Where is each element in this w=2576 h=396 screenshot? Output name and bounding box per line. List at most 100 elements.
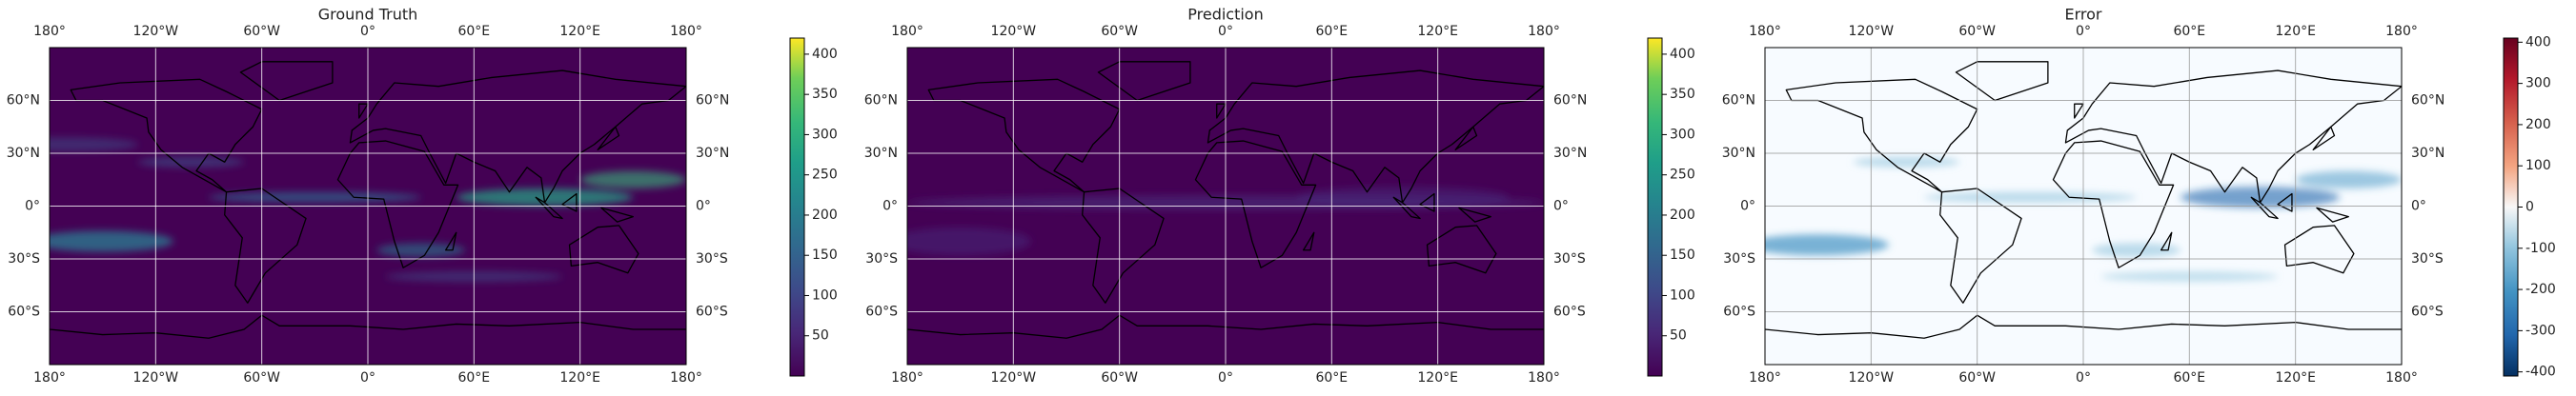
colorbar-tick-label: 300 [812, 127, 838, 142]
lon-label-top: 60°W [1101, 24, 1138, 39]
lat-label-right: 60°N [696, 93, 729, 109]
lat-label-right: 60°N [2411, 93, 2444, 109]
lon-label-bottom: 60°E [2173, 370, 2205, 386]
lat-label-right: 60°N [1553, 93, 1587, 109]
lat-label-left: 60°S [865, 305, 898, 320]
lon-label-bottom: 60°E [1315, 370, 1348, 386]
lon-label-bottom: 180° [2385, 370, 2418, 386]
lon-label-top: 120°W [991, 24, 1037, 39]
lon-label-top: 180° [2385, 24, 2418, 39]
colorbar-tick-label: 150 [1670, 248, 1695, 263]
lon-label-top: 120°W [133, 24, 179, 39]
field-feature [456, 188, 634, 207]
lon-label-bottom: 60°E [457, 370, 490, 386]
lon-label-bottom: 120°E [559, 370, 600, 386]
map-panel: 180° 180° 120°W 120°W 60°W 60°W 0° 0° 60°E 60°E 12… [1722, 24, 2445, 386]
lat-label-left: 30°S [8, 251, 40, 267]
colorbar-tick-label: 300 [2525, 76, 2551, 91]
map-panel: 180° 180° 120°W 120°W 60°W 60°W 0° 0° 60°E 60°E 12… [7, 24, 730, 386]
colorbar-tick-label: 400 [1670, 47, 1695, 62]
colorbar-tick-label: 100 [812, 287, 838, 303]
lon-label-bottom: 120°W [1849, 370, 1895, 386]
colorbar-tick-label: 50 [1670, 328, 1687, 344]
map-frame [906, 47, 1545, 366]
colorbar-tick-label: 200 [2525, 117, 2551, 132]
lat-label-left: 30°S [865, 251, 898, 267]
lat-label-left: 60°S [1723, 305, 1755, 320]
lon-label-top: 0° [1218, 24, 1233, 39]
lon-label-top: 60°E [1315, 24, 1348, 39]
lon-label-top: 120°E [1417, 24, 1458, 39]
field [1765, 48, 2402, 365]
colorbar-tick-label: 200 [1670, 208, 1695, 223]
colorbar-tick-label: 250 [1670, 168, 1695, 183]
colorbar-tick-label: 350 [812, 87, 838, 102]
colorbar-tick-label: 300 [1670, 127, 1695, 142]
lat-label-right: 30°S [1553, 251, 1586, 267]
field [50, 48, 686, 365]
lon-label-top: 60°E [2173, 24, 2205, 39]
map-frame [49, 47, 687, 366]
lon-label-bottom: 180° [33, 370, 66, 386]
panel-title: Error [2065, 6, 2102, 24]
field-feature [1923, 191, 2137, 203]
lon-label-bottom: 120°W [991, 370, 1037, 386]
lon-label-top: 120°E [2275, 24, 2316, 39]
lon-label-top: 180° [33, 24, 66, 39]
lat-label-right: 0° [696, 199, 711, 214]
lat-label-left: 60°N [1722, 93, 1755, 109]
colorbar-tick-label: 100 [1670, 287, 1695, 303]
colorbar-tick-label: 100 [2525, 158, 2551, 173]
lon-label-bottom: 120°E [2275, 370, 2316, 386]
lat-label-left: 0° [882, 199, 898, 214]
colorbar-tick-label: 200 [812, 208, 838, 223]
field-feature [2295, 170, 2402, 188]
lon-label-bottom: 0° [360, 370, 375, 386]
colorbar-gradient [1647, 37, 1663, 377]
lat-label-left: 60°S [8, 305, 40, 320]
lat-label-right: 30°S [696, 251, 728, 267]
panel-title: Prediction [1187, 6, 1263, 24]
lon-label-bottom: 120°W [133, 370, 179, 386]
colorbar: -400 -300 -200 -100 0 100 200 300 400 [2503, 34, 2556, 380]
lon-label-top: 60°W [243, 24, 280, 39]
lat-label-right: 30°N [2411, 146, 2444, 161]
lon-label-bottom: 180° [891, 370, 923, 386]
lon-label-top: 120°W [1849, 24, 1895, 39]
lon-label-top: 0° [360, 24, 375, 39]
lat-label-left: 0° [1740, 199, 1755, 214]
lon-label-top: 60°W [1958, 24, 1996, 39]
lon-label-bottom: 60°W [1101, 370, 1138, 386]
lon-label-bottom: 180° [1749, 370, 1781, 386]
colorbar-tick-label: -100 [2525, 241, 2556, 256]
lat-label-left: 30°N [864, 146, 898, 161]
colorbar-tick-label: 400 [812, 47, 838, 62]
lon-label-top: 0° [2076, 24, 2091, 39]
lat-label-left: 30°S [1723, 251, 1755, 267]
lat-label-right: 0° [2411, 199, 2426, 214]
lon-label-top: 60°E [457, 24, 490, 39]
colorbar-gradient [789, 37, 805, 377]
lon-label-bottom: 180° [1528, 370, 1560, 386]
lat-label-right: 60°S [2411, 305, 2444, 320]
lat-label-left: 30°N [1722, 146, 1755, 161]
lon-label-top: 120°E [559, 24, 600, 39]
colorbar-tick-label: 400 [2525, 34, 2551, 50]
field-feature [50, 230, 173, 252]
lat-label-left: 0° [25, 199, 40, 214]
lon-label-top: 180° [1528, 24, 1560, 39]
colorbar: 50 100 150 200 250 300 350 400 [789, 37, 838, 377]
colorbar-tick-label: 150 [812, 248, 838, 263]
field-feature [579, 170, 686, 188]
colorbar-tick-label: 350 [1670, 87, 1695, 102]
field-feature [209, 191, 421, 203]
field [907, 48, 1544, 365]
map-frame [1764, 47, 2403, 366]
lat-label-right: 0° [1553, 199, 1569, 214]
lon-label-bottom: 120°E [1417, 370, 1458, 386]
field-feature [50, 137, 138, 152]
field-feature [1296, 187, 1509, 208]
field-feature [2180, 187, 2341, 208]
lat-label-left: 60°N [7, 93, 40, 109]
